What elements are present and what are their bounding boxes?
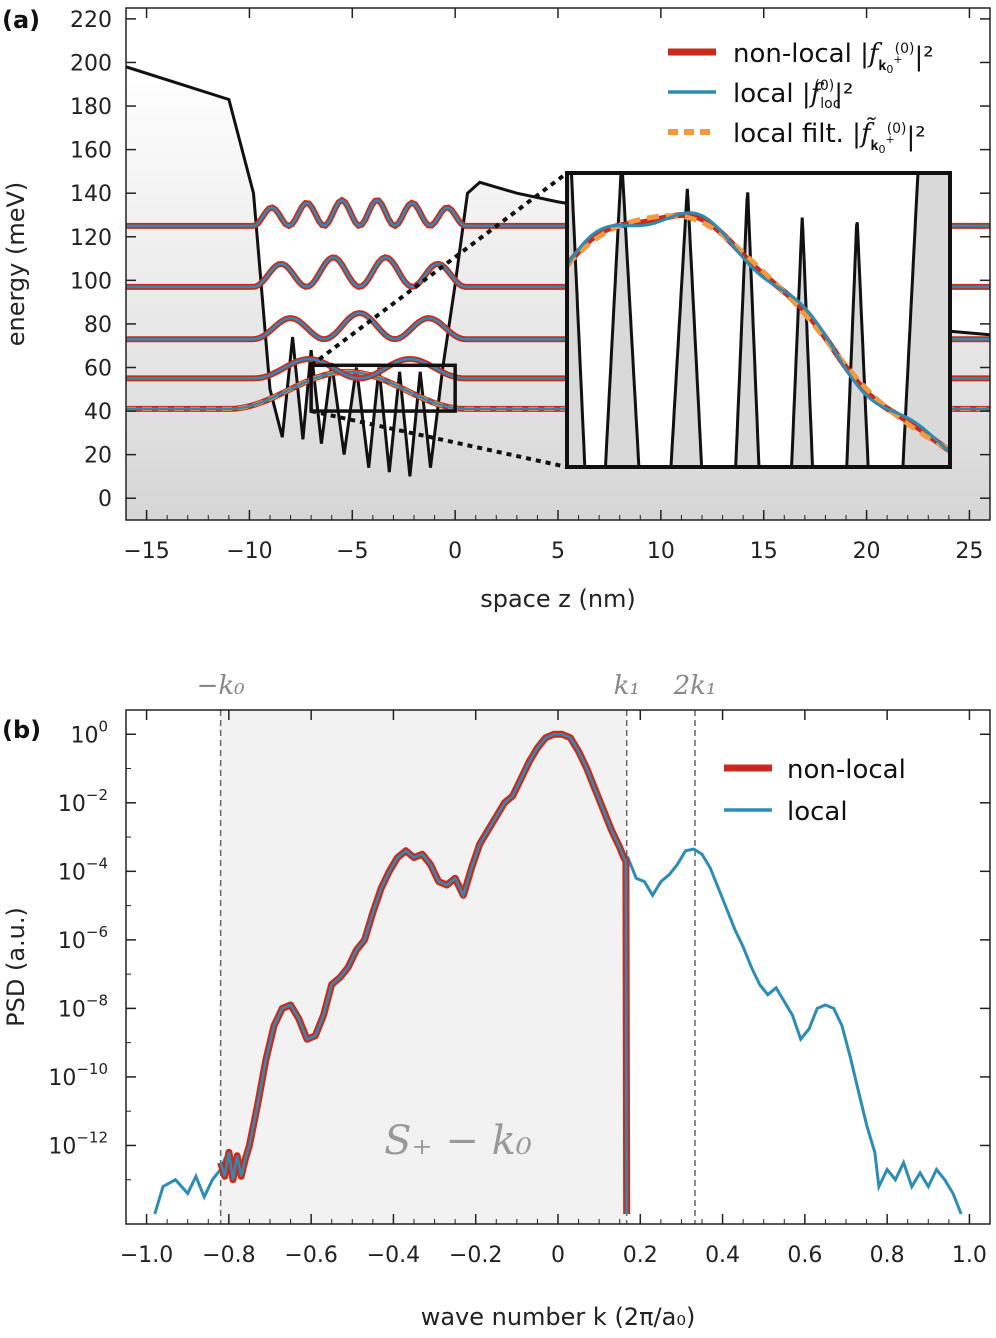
vertical-reference-lines — [219, 710, 696, 1224]
zoom-box — [309, 363, 457, 413]
k-marker-label: k₁ — [614, 671, 640, 701]
b-x-tick-label: −0.2 — [449, 1243, 502, 1268]
b-y-tick-label: 10−12 — [48, 1128, 108, 1159]
a-x-tick-label: 10 — [647, 539, 675, 564]
panel-b-legend: non-local local — [724, 755, 906, 827]
inset — [565, 171, 952, 469]
legend-label-nonlocal-b: non-local — [787, 755, 906, 785]
inset-potential-line — [569, 173, 920, 467]
b-y-tick-label: 100 — [70, 717, 108, 748]
a-x-tick-label: −5 — [336, 539, 368, 564]
b-x-tick-label: 0.4 — [705, 1243, 740, 1268]
a-y-tick-label: 20 — [84, 444, 112, 469]
a-y-tick-label: 80 — [84, 313, 112, 338]
inset-barriers — [567, 173, 950, 467]
b-y-tick-label: 10−4 — [58, 854, 108, 885]
b-x-tick-label: 0.8 — [870, 1243, 905, 1268]
a-x-tick-label: 0 — [448, 539, 462, 564]
a-x-tick-label: −10 — [226, 539, 272, 564]
panel-a-y-axis: 0 20 40 60 80 100 120 140 160 180 200 220 — [70, 8, 990, 512]
a-y-tick-label: 180 — [70, 95, 112, 120]
inset-barrier-fill — [567, 173, 950, 467]
legend-label-local-b: local — [787, 797, 848, 827]
a-y-tick-label: 160 — [70, 139, 112, 164]
b-x-tick-label: −1.0 — [120, 1243, 173, 1268]
panel-a-x-axis: −15 −10 −5 0 5 10 15 20 25 — [123, 8, 983, 564]
k-markers: −k₀ k₁ 2k₁ — [197, 671, 717, 701]
b-x-tick-label: −0.4 — [367, 1243, 420, 1268]
b-x-tick-label: 0.2 — [623, 1243, 658, 1268]
b-x-tick-label: 1.0 — [952, 1243, 987, 1268]
a-x-tick-label: 15 — [750, 539, 778, 564]
b-x-tick-label: 0 — [551, 1243, 565, 1268]
a-y-tick-label: 100 — [70, 269, 112, 294]
a-y-tick-label: 0 — [98, 487, 112, 512]
panel-a-label: (a) — [2, 6, 40, 34]
b-y-tick-label: 10−6 — [58, 923, 108, 954]
a-y-tick-label: 200 — [70, 51, 112, 76]
panel-a-legend: non-local |f𝐤0+(0)|² local |floc(0)|² lo… — [668, 39, 934, 156]
panel-a-y-title: energy (meV) — [2, 182, 30, 347]
a-y-tick-label: 60 — [84, 356, 112, 381]
k-marker-label: −k₀ — [197, 671, 246, 701]
shaded-region — [220, 710, 627, 1224]
a-y-tick-label: 120 — [70, 226, 112, 251]
k-marker-label: 2k₁ — [673, 671, 717, 701]
panel-a-x-title: space z (nm) — [480, 585, 636, 613]
panel-b-y-title: PSD (a.u.) — [2, 907, 30, 1027]
zoom-connector-top — [309, 171, 569, 367]
panel-b-x-axis: −1.0 −0.8 −0.6 −0.4 −0.2 0 0.2 0.4 0.6 0.8 1.0 — [120, 710, 987, 1268]
inset-local-curve — [567, 211, 950, 454]
nonlocal-psd-curve-core — [219, 733, 628, 1215]
legend-label-nonlocal: non-local |f𝐤0+(0)|² — [733, 39, 934, 76]
panel-b-label: (b) — [2, 716, 41, 744]
b-y-tick-label: 10−2 — [58, 786, 108, 817]
panel-b: (b) S₊ − k₀ −1.0 −0.8 −0.6 −0.4 −0.2 0 0.2 0.4 0… — [2, 671, 991, 1331]
zoom-connector-bottom — [310, 409, 568, 469]
a-y-tick-label: 40 — [84, 400, 112, 425]
region-label: S₊ − k₀ — [384, 1118, 532, 1164]
a-x-tick-label: −15 — [123, 539, 169, 564]
a-x-tick-label: 5 — [551, 539, 565, 564]
a-y-tick-label: 220 — [70, 8, 112, 33]
potential-line — [126, 65, 990, 477]
legend-label-local: local |floc(0)|² — [733, 78, 853, 112]
a-y-tick-label: 140 — [70, 182, 112, 207]
b-x-tick-label: 0.6 — [787, 1243, 822, 1268]
inset-filtered-curve — [567, 213, 950, 452]
inset-frame — [565, 171, 952, 469]
a-x-tick-label: 20 — [853, 539, 881, 564]
b-y-tick-label: 10−10 — [48, 1060, 108, 1091]
b-x-tick-label: −0.6 — [284, 1243, 337, 1268]
a-x-tick-label: 25 — [955, 539, 983, 564]
b-x-tick-label: −0.8 — [202, 1243, 255, 1268]
b-y-tick-label: 10−8 — [58, 991, 108, 1022]
panel-b-x-title: wave number k (2π/a₀) — [421, 1303, 696, 1331]
panel-a: (a) −15 −10 −5 0 5 10 15 20 25 0 20 40 60 80 100 120 14… — [2, 6, 991, 613]
legend-label-filtered: local filt. |f̃𝐤0+(0)|² — [733, 117, 926, 156]
